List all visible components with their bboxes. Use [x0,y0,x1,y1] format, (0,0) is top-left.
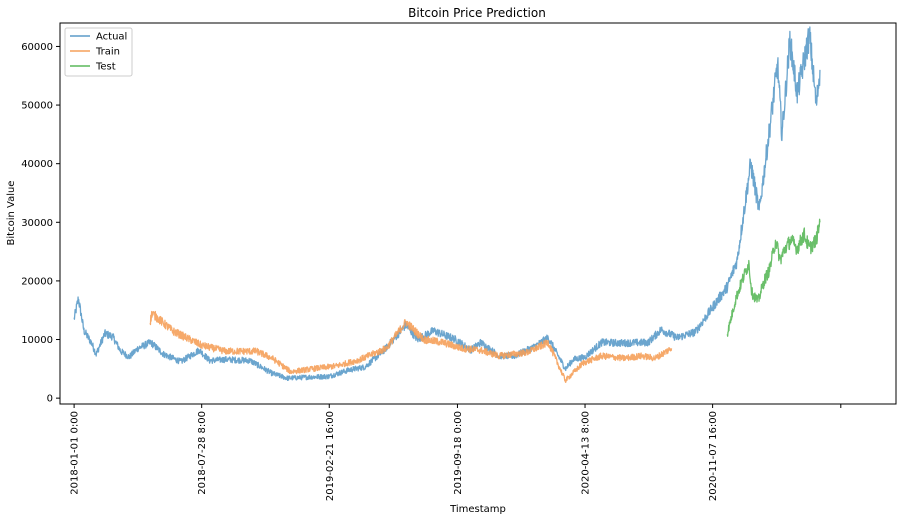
x-tick-label: 2020-04-13 8:00 [581,411,592,495]
y-tick-label: 60000 [21,42,53,53]
x-axis-title: Timestamp [449,504,506,515]
legend-label-train: Train [95,47,120,58]
legend-box [64,27,133,77]
legend-label-actual: Actual [96,32,127,43]
series-line-actual [73,26,821,382]
series-line-train [149,310,673,384]
series-line-test [726,218,821,337]
x-tick-label: 2018-07-28 8:00 [197,411,208,495]
series-layer [73,26,821,384]
x-tick-label: 2019-09-18 0:00 [453,411,464,495]
x-tick-label: 2019-02-21 16:00 [325,411,336,501]
y-tick-label: 40000 [21,159,53,170]
y-axis-title: Bitcoin Value [6,181,17,246]
y-tick-label: 30000 [21,218,53,229]
legend: Actual Train Test [64,27,133,77]
y-tick-label: 50000 [21,101,53,112]
y-axis: 0 10000 20000 30000 40000 50000 60000 [21,42,60,405]
y-tick-label: 20000 [21,276,53,287]
x-axis: 2018-01-01 0:00 2018-07-28 8:00 2019-02-21… [70,404,842,501]
x-tick-label: 2018-01-01 0:00 [70,411,81,495]
y-tick-label: 0 [47,394,53,405]
chart-title: Bitcoin Price Prediction [408,6,546,20]
x-tick-label: 2020-11-07 16:00 [708,411,719,501]
plot-frame [59,22,897,405]
y-tick-label: 10000 [21,335,53,346]
legend-label-test: Test [95,62,116,73]
